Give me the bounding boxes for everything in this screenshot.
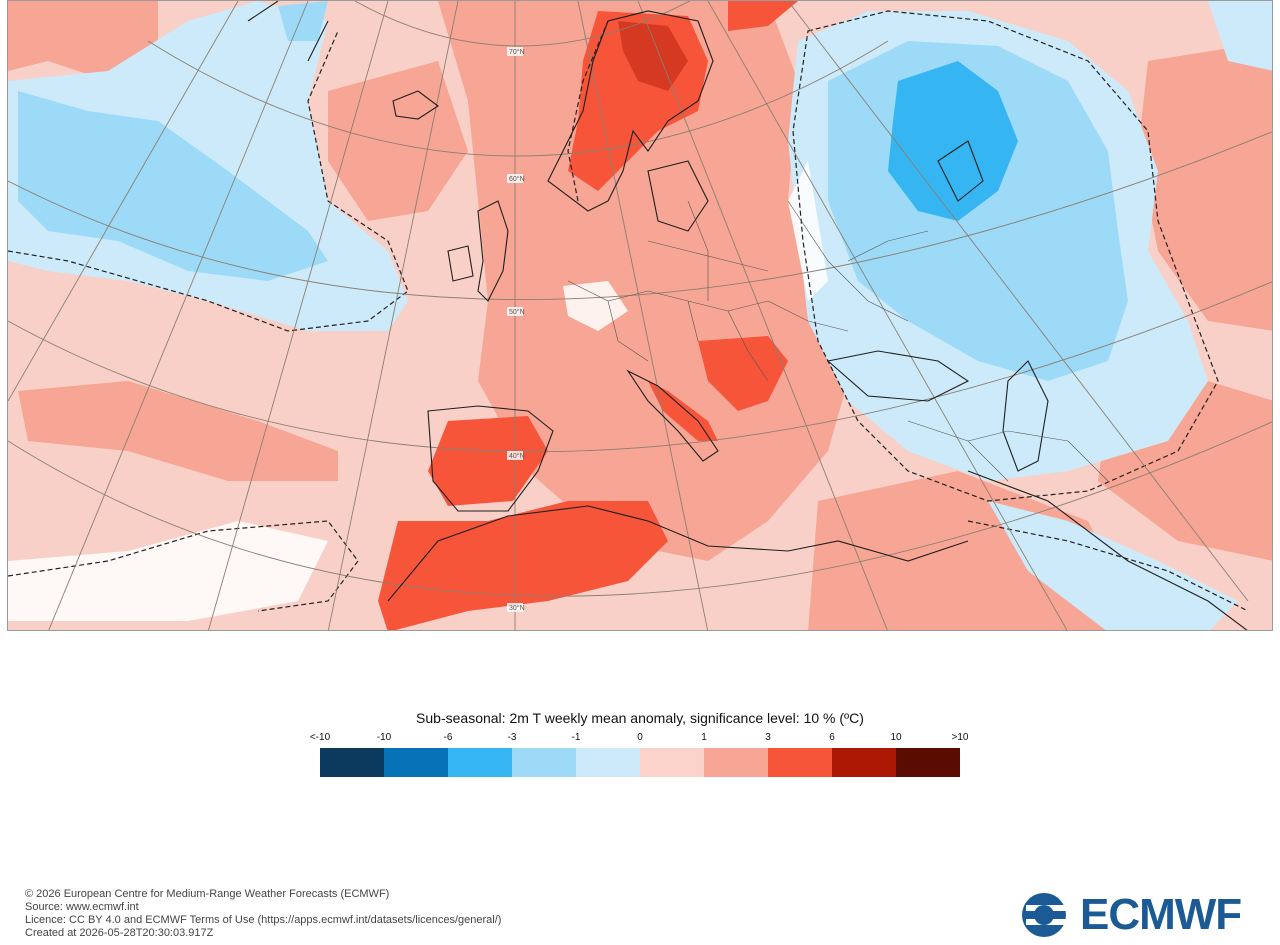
lat-label-30: 30°N [509, 604, 525, 612]
legend-tick-label: >10 [951, 732, 969, 743]
cool-anomaly-middle-east [988, 501, 1238, 630]
legend-tick-label: 10 [890, 732, 902, 743]
legend-tick-label: -6 [443, 732, 453, 743]
meridian-west-10 [327, 1, 459, 630]
meridian-east-20 [637, 1, 888, 630]
legend-tick-label: -1 [571, 732, 581, 743]
legend-tick-labels: <-10 -10 -6 -3 -1 0 1 3 6 10 >10 [290, 732, 990, 746]
warm-anomaly-north-atlantic [328, 61, 468, 221]
legend-swatch [640, 748, 704, 777]
meridian-east-10 [577, 1, 709, 630]
strong-warm-iberia [428, 416, 548, 506]
warm-anomaly-southeast [808, 471, 1128, 630]
footer-credits: © 2026 European Centre for Medium-Range … [25, 888, 501, 940]
significance-contour-east-south [967, 520, 1249, 612]
significance-contours [8, 10, 1249, 612]
legend-tick-label: <-10 [309, 732, 331, 743]
legend-color-bar [320, 748, 960, 777]
lat-label-40: 40°N [509, 452, 525, 460]
strong-warm-italy [648, 381, 718, 441]
source-text: Source: www.ecmwf.int [25, 901, 139, 913]
coast-scandinavia [547, 10, 714, 212]
latitude-arc-50 [8, 131, 1272, 301]
latitude-labels: 70°N 60°N 50°N 40°N 30°N [507, 47, 525, 612]
legend-swatch [768, 748, 832, 777]
map-canvas: 70°N 60°N 50°N 40°N 30°N [8, 1, 1272, 630]
strong-warm-north-africa [378, 501, 668, 630]
legend-tick-label: -10 [376, 732, 392, 743]
meridian-west-30 [48, 1, 309, 630]
legend-title: Sub-seasonal: 2m T weekly mean anomaly, … [416, 710, 864, 726]
neutral-area-france [563, 281, 628, 331]
legend-swatch [320, 748, 384, 777]
neutral-area-atlantic-south [8, 521, 328, 621]
coast-greenland [247, 1, 329, 62]
coast-black-sea [826, 350, 970, 402]
legend-swatch [448, 748, 512, 777]
latitude-arc-60 [147, 40, 889, 157]
country-borders [567, 200, 1109, 482]
lat-label-60: 60°N [509, 175, 525, 183]
meridian-west-40 [8, 1, 239, 402]
coast-baltic [647, 160, 709, 232]
significance-contour-scandinavia [567, 20, 609, 202]
licence-text: Licence: CC BY 4.0 and ECMWF Terms of Us… [25, 914, 502, 926]
created-text: Created at 2026-05-28T20:30:03.917Z [25, 927, 214, 939]
warm-anomaly-greenland [8, 1, 158, 81]
coast-iberia [427, 405, 554, 512]
legend-swatch [512, 748, 576, 777]
copyright-text: © 2026 European Centre for Medium-Range … [25, 888, 390, 900]
meridian-east-40 [787, 1, 1249, 602]
cool-anomaly-top-right [1208, 1, 1272, 71]
legend-swatch [576, 748, 640, 777]
ecmwf-logo-mark-icon [1022, 893, 1070, 937]
border-lines-middle-east [907, 420, 1109, 482]
significance-contour-atlantic [8, 30, 409, 332]
strong-warm-scandinavia [568, 11, 708, 191]
very-strong-warm-spot [618, 21, 688, 91]
cool-anomaly-greenland-west [278, 1, 328, 41]
border-lines-east [767, 200, 929, 332]
coast-italy [626, 369, 719, 462]
significance-contour-east [792, 10, 1219, 502]
border-lines-central [567, 200, 769, 382]
legend-swatch [896, 748, 960, 777]
legend-swatch [704, 748, 768, 777]
anomaly-map: 70°N 60°N 50°N 40°N 30°N [7, 0, 1273, 631]
legend-tick-label: 0 [637, 732, 643, 743]
coast-caspian [1002, 360, 1049, 472]
lat-label-70: 70°N [509, 48, 525, 56]
coastlines [247, 1, 1248, 630]
ecmwf-logo: ECMWF [1016, 890, 1261, 940]
strong-warm-balkans [698, 336, 788, 411]
meridian-east-30 [707, 1, 1068, 630]
significance-contour-atlantic-south [8, 520, 359, 612]
coast-north-africa [387, 505, 969, 602]
graticule [8, 1, 1272, 630]
legend-tick-label: 1 [701, 732, 707, 743]
legend-tick-label: 3 [765, 732, 771, 743]
legend-tick-label: -3 [507, 732, 517, 743]
coast-white-sea [937, 140, 984, 202]
lat-label-50: 50°N [509, 308, 525, 316]
latitude-arc-40 [8, 281, 1272, 453]
legend-swatch [384, 748, 448, 777]
strong-warm-north-top [728, 1, 798, 31]
legend-swatch [832, 748, 896, 777]
latitude-arc-70 [354, 1, 691, 47]
coast-arabia [967, 470, 1248, 630]
latitude-arc-30 [8, 421, 1272, 597]
meridian-west-20 [208, 1, 389, 630]
ecmwf-logo-text: ECMWF [1080, 890, 1242, 939]
cool-anomaly-atlantic-core [18, 91, 328, 281]
coast-british-isles [447, 200, 509, 302]
cool-anomaly-east-core [888, 61, 1018, 221]
coast-iceland [392, 90, 439, 120]
legend-tick-label: 6 [829, 732, 835, 743]
